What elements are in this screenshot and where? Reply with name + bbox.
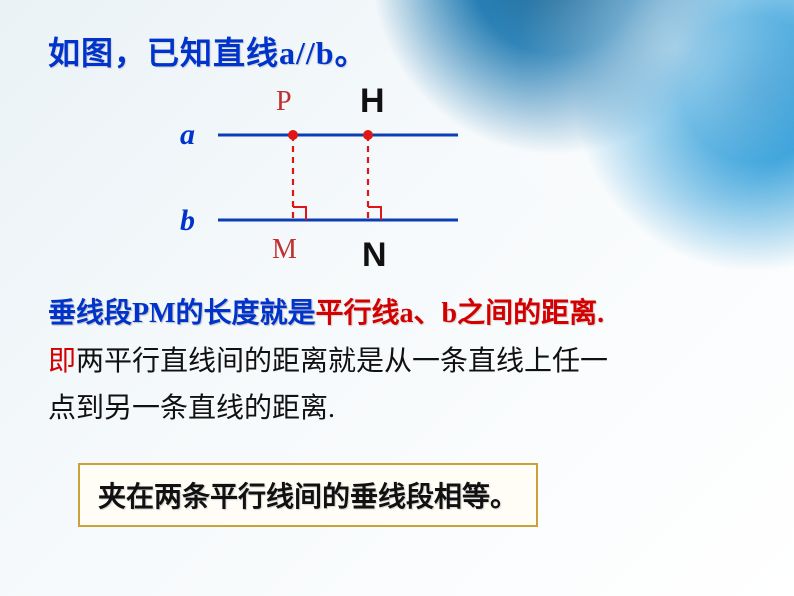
- diagram-parallel-lines: a b P H M N: [158, 80, 558, 280]
- label-line-a: a: [180, 118, 195, 152]
- label-line-b: b: [180, 204, 195, 238]
- label-point-h: H: [360, 82, 385, 121]
- text-ji: 即: [48, 346, 76, 377]
- label-point-p: P: [276, 86, 292, 118]
- slide-content: 如图，已知直线a//b。 a b P H M N 垂线段PM的长度就是平行线a、…: [0, 0, 794, 596]
- label-point-m: M: [272, 234, 297, 266]
- diagram-svg: [158, 80, 558, 280]
- label-point-n: N: [362, 236, 387, 275]
- highlight-box: 夹在两条平行线间的垂线段相等。: [78, 463, 538, 527]
- text-line3: 点到另一条直线的距离.: [48, 385, 746, 433]
- explanation-text: 垂线段PM的长度就是平行线a、b之间的距离. 即两平行直线间的距离就是从一条直线…: [48, 290, 746, 433]
- slide-title: 如图，已知直线a//b。: [48, 28, 746, 74]
- text-distance-def: 平行线a、b之间的距离.: [316, 298, 605, 329]
- text-line2b: 两平行直线间的距离就是从一条直线上任一: [76, 346, 608, 377]
- text-segment-pm: 垂线段PM的长度就是: [48, 298, 316, 329]
